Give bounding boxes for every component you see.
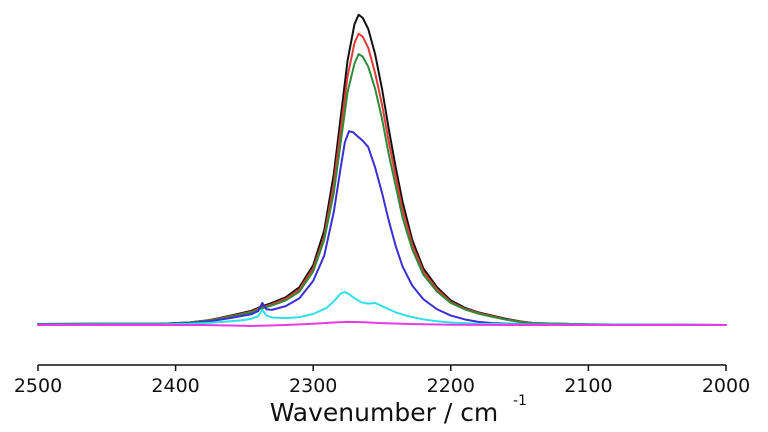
x-axis: 2500 2400 2300 2200 2100 2000 [14, 364, 750, 397]
x-axis-ticks: 2500 2400 2300 2200 2100 2000 [14, 365, 750, 397]
spectrum-line-3 [37, 53, 727, 326]
x-tick-label: 2500 [14, 375, 62, 397]
x-tick-label: 2200 [427, 375, 475, 397]
spectrum-line-2 [37, 32, 727, 326]
x-tick-label: 2100 [564, 375, 612, 397]
series-layer [37, 13, 727, 327]
x-tick-label: 2000 [702, 375, 750, 397]
spectrum-line-6 [37, 320, 727, 327]
x-axis-title-superscript: -1 [513, 393, 527, 409]
x-axis-title-text: Wavenumber / cm [270, 398, 499, 427]
spectrum-line-5 [37, 290, 727, 326]
spectrum-line-1 [37, 13, 727, 326]
spectrum-line-4 [37, 130, 727, 326]
x-tick-label: 2300 [289, 375, 337, 397]
x-axis-title: Wavenumber / cm [270, 398, 499, 427]
x-tick-label: 2400 [151, 375, 199, 397]
